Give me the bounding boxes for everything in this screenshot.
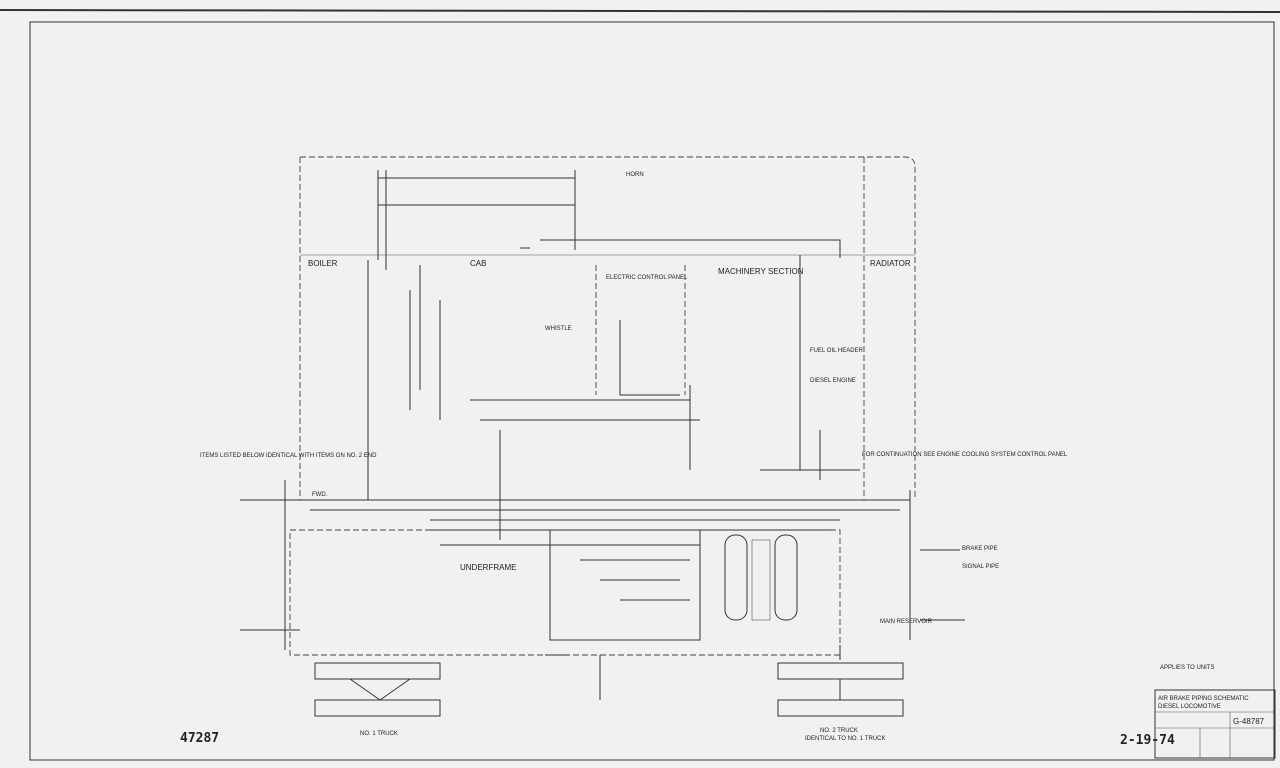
section-label: MACHINERY SECTION: [718, 267, 804, 276]
component-label: WHISTLE: [545, 326, 572, 332]
truck-label: NO. 2 TRUCK: [820, 728, 858, 734]
component-label: MAIN RESERVOIR: [880, 619, 933, 625]
truck-note: IDENTICAL TO NO. 1 TRUCK: [805, 736, 885, 742]
scan-edge: [0, 9, 1280, 13]
applies-note: APPLIES TO UNITS: [1160, 665, 1214, 671]
date: 2-19-74: [1120, 733, 1175, 748]
component-label: FUEL OIL HEADER: [810, 348, 864, 354]
title: AIR BRAKE PIPING SCHEMATIC: [1158, 696, 1249, 702]
section-label: UNDERFRAME: [460, 563, 516, 572]
section-label: ELECTRIC CONTROL PANEL: [606, 275, 688, 281]
subtitle: DIESEL LOCOMOTIVE: [1158, 704, 1221, 710]
component-label: FWD.: [312, 492, 328, 498]
drawing-number: G-48787: [1233, 717, 1265, 726]
stamp: 47287: [180, 731, 219, 746]
section-label: BOILER: [308, 259, 338, 268]
component-label: BRAKE PIPE: [962, 546, 998, 552]
component-label: HORN: [626, 172, 644, 178]
component-label: DIESEL ENGINE: [810, 378, 856, 384]
schematic: [240, 156, 1276, 759]
border: [29, 21, 1275, 761]
note: FOR CONTINUATION SEE ENGINE COOLING SYST…: [862, 452, 1068, 458]
truck-label: NO. 1 TRUCK: [360, 731, 398, 737]
note: ITEMS LISTED BELOW IDENTICAL WITH ITEMS …: [200, 453, 377, 459]
section-label: CAB: [470, 259, 486, 268]
component-label: SIGNAL PIPE: [962, 564, 999, 570]
section-label: RADIATOR: [870, 259, 911, 268]
